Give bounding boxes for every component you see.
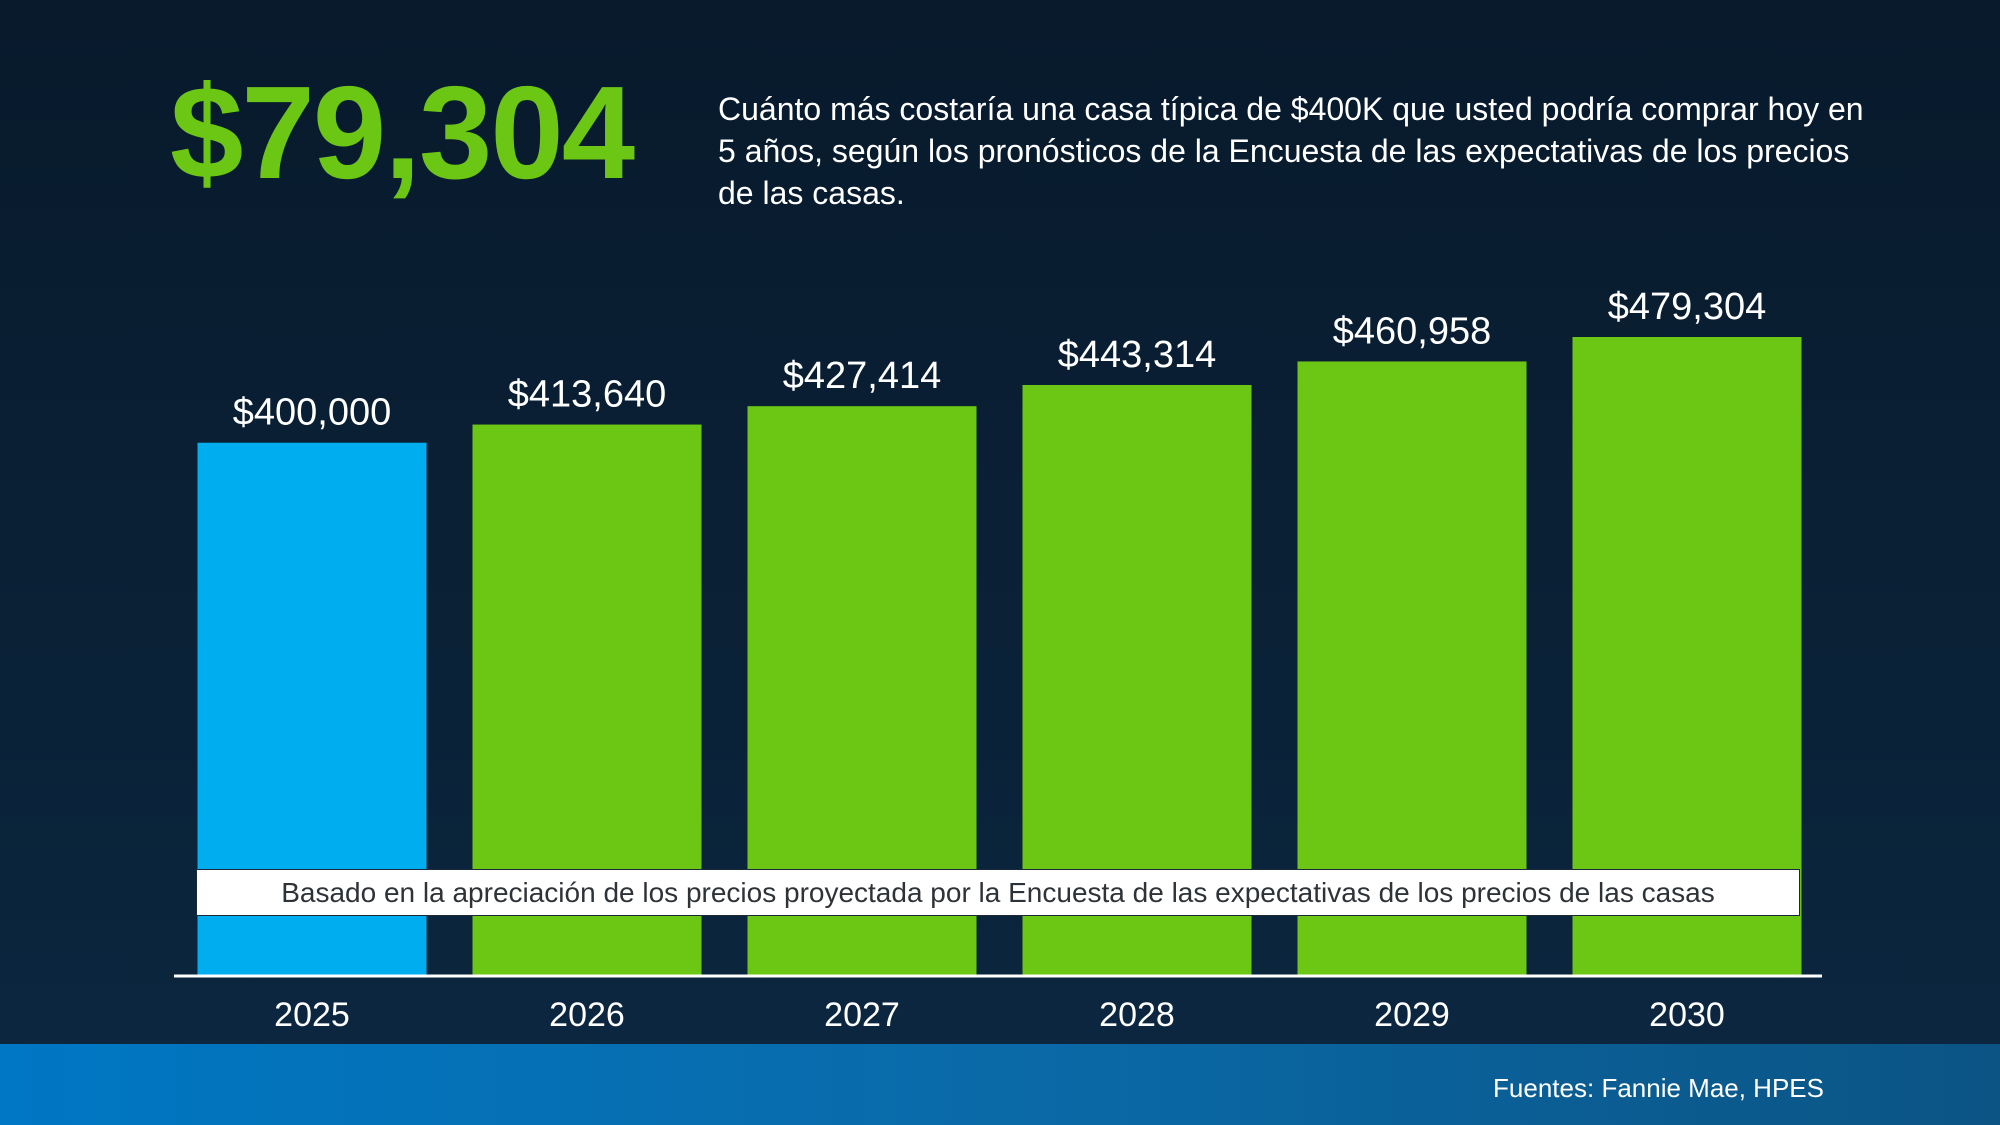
x-tick-label-2028: 2028	[1099, 996, 1175, 1034]
value-label-2027: $427,414	[783, 355, 942, 397]
x-tick-label-2027: 2027	[824, 996, 900, 1034]
value-label-2026: $413,640	[508, 374, 667, 416]
bars-layer: $400,000 2025 $413,640 2026 $427,414 2027 $443…	[197, 286, 1802, 1034]
chart-note: Basado en la apreciación de los precios …	[196, 869, 1800, 916]
x-tick-label-2026: 2026	[549, 996, 625, 1034]
value-label-2028: $443,314	[1058, 334, 1217, 376]
headline-amount: $79,304	[170, 59, 635, 206]
x-tick-label-2030: 2030	[1649, 996, 1725, 1034]
source-credit: Fuentes: Fannie Mae, HPES	[1493, 1073, 1824, 1103]
value-label-2025: $400,000	[233, 392, 392, 434]
x-tick-label-2029: 2029	[1374, 996, 1450, 1034]
chart-description: Cuánto más costaría una casa típica de $…	[718, 91, 1864, 211]
footer-band	[0, 1044, 2000, 1125]
x-tick-label-2025: 2025	[274, 996, 350, 1034]
value-label-2029: $460,958	[1333, 310, 1492, 352]
value-label-2030: $479,304	[1608, 286, 1767, 328]
